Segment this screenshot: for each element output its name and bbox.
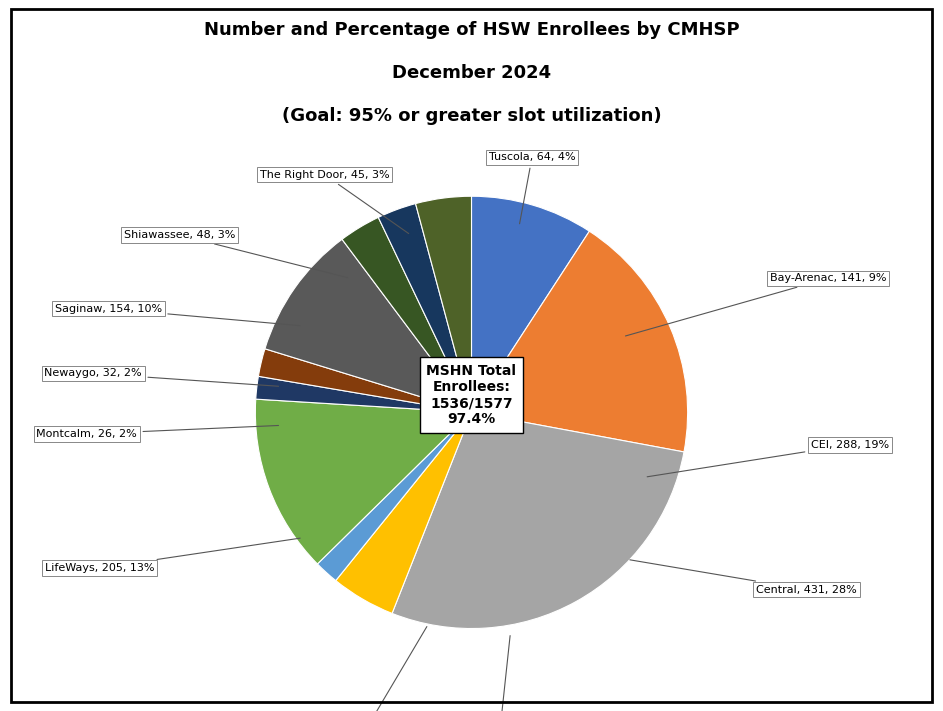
Wedge shape [336,412,472,614]
Text: CEI, 288, 19%: CEI, 288, 19% [647,440,889,477]
Wedge shape [318,412,472,581]
Text: The Right Door, 45, 3%: The Right Door, 45, 3% [259,170,408,233]
Wedge shape [472,231,687,452]
Text: Shiawassee, 48, 3%: Shiawassee, 48, 3% [124,230,348,278]
Text: December 2024: December 2024 [392,64,551,82]
Text: Tuscola, 64, 4%: Tuscola, 64, 4% [488,152,575,224]
Wedge shape [416,196,472,412]
Text: Number and Percentage of HSW Enrollees by CMHSP: Number and Percentage of HSW Enrollees b… [204,21,739,39]
Wedge shape [378,203,472,412]
Text: Montcalm, 26, 2%: Montcalm, 26, 2% [37,425,278,439]
Text: Newaygo, 32, 2%: Newaygo, 32, 2% [44,368,278,386]
Wedge shape [265,240,472,412]
Text: LifeWays, 205, 13%: LifeWays, 205, 13% [45,538,300,573]
Wedge shape [258,349,472,412]
Text: Gratiot, 74, 5%: Gratiot, 74, 5% [455,636,539,711]
Text: Saginaw, 154, 10%: Saginaw, 154, 10% [55,304,300,326]
Wedge shape [392,412,684,629]
Wedge shape [342,218,472,412]
Wedge shape [472,196,589,412]
Text: Huron, 28, 2%: Huron, 28, 2% [320,626,427,711]
Wedge shape [256,376,472,412]
Wedge shape [256,399,472,564]
Text: MSHN Total
Enrollees:
1536/1577
97.4%: MSHN Total Enrollees: 1536/1577 97.4% [426,364,517,427]
Text: Bay-Arenac, 141, 9%: Bay-Arenac, 141, 9% [625,273,886,336]
Text: (Goal: 95% or greater slot utilization): (Goal: 95% or greater slot utilization) [282,107,661,124]
Text: Central, 431, 28%: Central, 431, 28% [630,560,857,594]
